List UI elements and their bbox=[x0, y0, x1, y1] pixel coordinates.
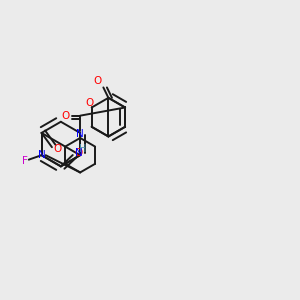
Text: O: O bbox=[74, 148, 82, 158]
Text: O: O bbox=[61, 111, 69, 121]
Text: F: F bbox=[22, 156, 28, 166]
Text: H: H bbox=[80, 144, 87, 154]
Text: O: O bbox=[53, 144, 61, 154]
Text: N: N bbox=[75, 148, 83, 158]
Text: N: N bbox=[76, 128, 84, 139]
Text: N: N bbox=[38, 150, 46, 160]
Text: O: O bbox=[93, 76, 101, 86]
Text: O: O bbox=[85, 98, 93, 108]
